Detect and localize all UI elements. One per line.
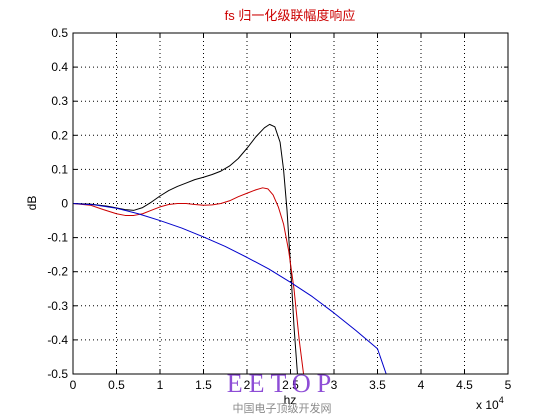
x-exponent-power: 4 xyxy=(499,395,504,405)
x-tick-label: 1.5 xyxy=(195,378,212,392)
plot-area xyxy=(73,33,508,374)
y-tick-label: -0.2 xyxy=(47,265,68,279)
x-tick-label: 1 xyxy=(157,378,164,392)
x-tick-label: 3 xyxy=(331,378,338,392)
y-tick-label: 0 xyxy=(61,197,68,211)
series-line-2 xyxy=(73,187,305,374)
x-tick-label: 0.5 xyxy=(108,378,125,392)
x-tick-label: 4.5 xyxy=(456,378,473,392)
y-tick-label: 0.3 xyxy=(51,94,68,108)
y-tick-label: 0.4 xyxy=(51,60,68,74)
y-axis-label: dB xyxy=(25,196,39,211)
x-tick-labels: 0 0.5 1 1.5 2 2.5 3 3.5 4 4.5 5 xyxy=(70,378,512,392)
y-tick-label: -0.4 xyxy=(47,333,68,347)
y-tick-label: -0.3 xyxy=(47,299,68,313)
watermark-logo: EETOP xyxy=(227,369,337,398)
x-tick-label: 5 xyxy=(505,378,512,392)
plot-frame xyxy=(72,32,509,375)
y-tick-label: 0.1 xyxy=(51,162,68,176)
x-tick-label: 0 xyxy=(70,378,77,392)
series-layer xyxy=(73,123,387,374)
y-tick-labels: -0.5 -0.4 -0.3 -0.2 -0.1 0 0.1 0.2 0.3 0.4 0.5 xyxy=(47,26,68,381)
grid xyxy=(73,33,508,374)
x-exponent-label: x 104 xyxy=(476,395,504,412)
series-line-1 xyxy=(73,123,298,374)
x-tick-label: 2.5 xyxy=(282,378,299,392)
x-tick-label: 3.5 xyxy=(369,378,386,392)
chart-title: fs 归一化级联幅度响应 xyxy=(225,8,356,23)
x-axis-label: hz xyxy=(284,393,297,407)
x-exponent-base: x 10 xyxy=(476,398,499,412)
x-tick-label: 2 xyxy=(244,378,251,392)
series-line-3 xyxy=(73,203,387,374)
y-tick-label: -0.5 xyxy=(47,367,68,381)
watermark-subtitle: 中国电子顶级开发网 xyxy=(233,401,332,415)
y-tick-label: 0.2 xyxy=(51,128,68,142)
x-tick-label: 4 xyxy=(418,378,425,392)
y-tick-label: -0.1 xyxy=(47,231,68,245)
y-tick-label: 0.5 xyxy=(51,26,68,40)
